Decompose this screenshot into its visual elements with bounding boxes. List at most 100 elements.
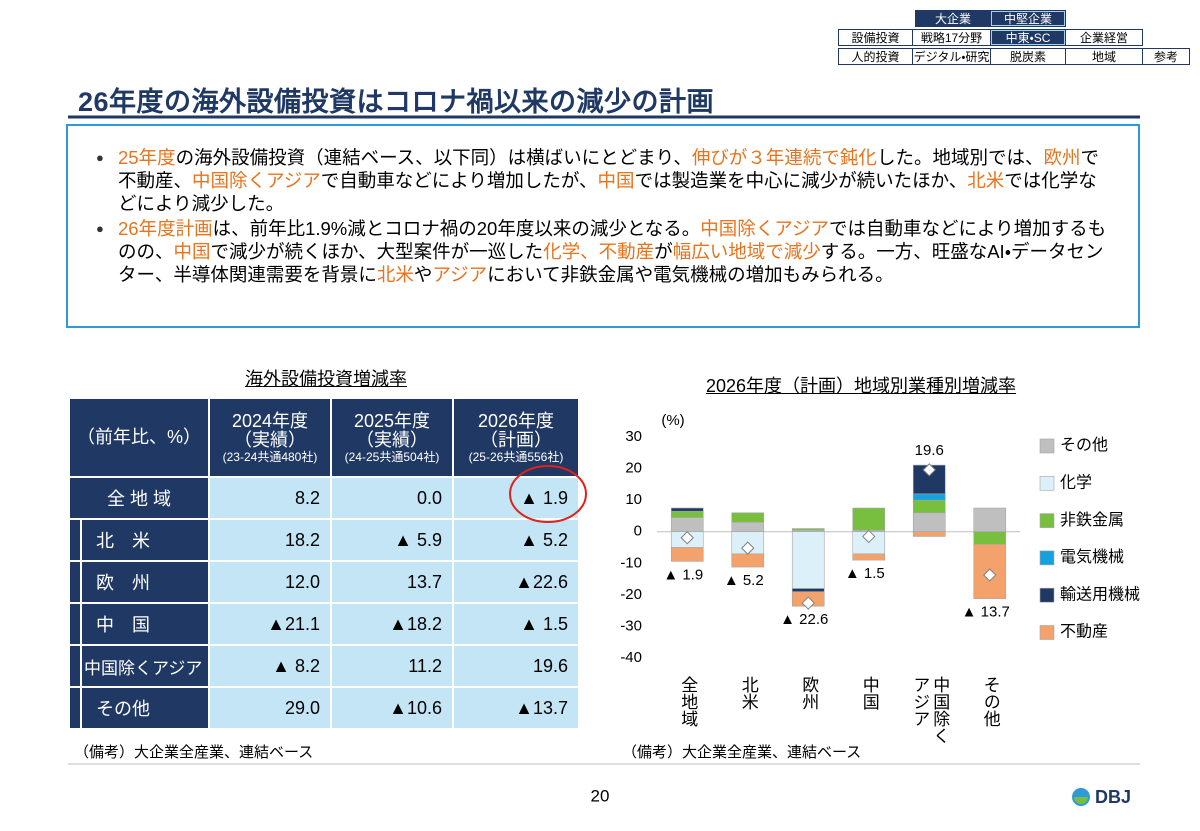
total-label: 19.6 — [915, 442, 944, 459]
table-cell: 12.0 — [208, 560, 332, 604]
bullet-text: 化学、不動産 — [543, 241, 655, 262]
table-cell: 0.0 — [330, 476, 454, 520]
bar-segment — [912, 512, 946, 533]
tab[interactable]: 参考 — [1142, 48, 1190, 65]
table-row: 中 国 ▲21.1 ▲18.2 ▲ 1.5 — [68, 602, 580, 646]
legend-label: 非鉄金属 — [1060, 511, 1124, 529]
table-row: 全 地 域 8.2 0.0 ▲ 1.9 — [68, 476, 580, 520]
logo: DBJ — [1095, 787, 1131, 807]
legend-label: 電気機械 — [1060, 548, 1124, 566]
bar-segment — [670, 507, 704, 512]
bullet-text: した。地域別では、 — [876, 147, 1044, 168]
column-note: (23-24共通480社) — [222, 449, 318, 464]
logo-mark — [1074, 797, 1088, 804]
bullet-text: や — [413, 264, 433, 285]
bullet-text: で不動産、 — [118, 147, 1099, 191]
x-tick-label: その他 — [980, 676, 1000, 727]
column-year: 2025年度 — [353, 410, 431, 431]
bullet-text: 北米 — [376, 264, 414, 285]
bullet-text: 中国除くアジア — [700, 218, 830, 239]
header-row: （前年比、%） 2024年度 （実績） (23-24共通480社) 2025年度 （実績）… — [68, 397, 580, 478]
table-cell: ▲ 8.2 — [208, 644, 332, 688]
bullet-text: 25年度 — [118, 147, 176, 168]
table-cell: 19.6 — [452, 644, 580, 688]
tab[interactable]: 企業経営 — [1065, 29, 1143, 46]
bullet-text: アジア — [432, 264, 488, 285]
bullet: 26年度計画は、前年比1.9%減とコロナ禍の20年度以来の減少となる。中国除くア… — [96, 217, 1108, 286]
column-kind: （計画） — [480, 429, 552, 450]
table-title: 海外設備投資増減率 — [245, 369, 407, 389]
bar-segment — [670, 547, 704, 562]
slide-title: 26年度の海外設備投資はコロナ禍以来の減少の計画 — [78, 87, 715, 117]
bar-segment — [731, 521, 765, 533]
tab[interactable]: 中堅企業 — [990, 10, 1066, 27]
bar-segment — [912, 531, 946, 537]
row-label: 欧 州 — [68, 560, 210, 604]
tab[interactable]: 地域 — [1065, 48, 1143, 65]
bullet-text: では自動車などにより増加するものの、 — [118, 218, 1107, 262]
column-note: (25-26共通556社) — [468, 449, 564, 464]
total-marker — [862, 529, 876, 544]
table-cell: ▲ 5.9 — [330, 518, 454, 562]
bullet-text: 26年度計画 — [118, 218, 213, 239]
row-label: 北 米 — [68, 518, 210, 562]
summary-box: 25年度の海外設備投資（連結ベース、以下同）は横ばいにとどまり、伸びが３年連続で… — [66, 124, 1140, 328]
total-marker — [983, 568, 997, 582]
y-tick-label: -10 — [620, 554, 642, 571]
table-row: 中国除くアジア ▲ 8.2 11.2 19.6 — [68, 644, 580, 688]
tab[interactable]: 戦略17分野 — [912, 29, 991, 46]
tab[interactable]: 中東・SC — [990, 29, 1066, 46]
y-tick-label: 0 — [634, 523, 642, 540]
table-cell: ▲ 5.2 — [452, 518, 580, 562]
bullet-text: 北米 — [967, 170, 1005, 191]
y-tick-label: 10 — [625, 491, 642, 508]
bar-segment — [852, 507, 886, 531]
legend-label: 輸送用機械 — [1060, 585, 1140, 603]
bullet-text: 中国除くアジア — [192, 170, 321, 191]
table-cell: 8.2 — [208, 476, 332, 520]
table-cell: ▲18.2 — [330, 602, 454, 646]
bar-segment — [912, 493, 946, 501]
data-table: （前年比、%） 2024年度 （実績） (23-24共通480社) 2025年度 （実績）… — [68, 397, 580, 730]
bar-segment — [973, 531, 1007, 545]
tab[interactable]: 設備投資 — [838, 29, 913, 46]
table-row: 欧 州 12.0 13.7 ▲22.6 — [68, 560, 580, 604]
bar-segment — [791, 528, 825, 531]
bullet-text: は、前年比1.9%減とコロナ禍の20年度以来の減少となる。 — [212, 218, 701, 239]
annotation-circle — [509, 465, 587, 523]
total-label: ▲ 1.5 — [845, 565, 885, 582]
tab[interactable]: 脱炭素 — [990, 48, 1066, 65]
table-row: その他 29.0 ▲10.6 ▲13.7 — [68, 686, 580, 730]
legend-label: 化学 — [1060, 474, 1092, 492]
chart-note: （備考）大企業全産業、連結ベース — [622, 744, 862, 761]
column-kind: （実績） — [356, 429, 428, 450]
legend-label: 不動産 — [1060, 623, 1108, 641]
total-marker — [680, 531, 694, 545]
total-label: ▲ 1.9 — [663, 566, 703, 583]
legend-swatch — [1039, 625, 1055, 640]
total-label: ▲ 5.2 — [724, 572, 764, 589]
tab[interactable]: 大企業 — [915, 10, 991, 27]
bullet-text: において非鉄金属や電気機械の増加もみられる。 — [487, 264, 894, 285]
bar-segment — [670, 510, 704, 518]
y-tick-label: -20 — [620, 586, 642, 603]
column-note: (24-25共通504社) — [344, 449, 440, 464]
chart-title: 2026年度（計画）地域別業種別増減率 — [706, 376, 1017, 396]
row-label: 中国除くアジア — [68, 644, 210, 688]
x-tick-label: 中国除くアジア — [910, 676, 950, 744]
table-note: （備考）大企業全産業、連結ベース — [74, 744, 314, 761]
column-header: 2026年度 （計画） (25-26共通556社) — [452, 397, 580, 478]
table-cell: ▲10.6 — [330, 686, 454, 730]
row-label: 中 国 — [68, 602, 210, 646]
table-cell: ▲22.6 — [452, 560, 580, 604]
bullet: 25年度の海外設備投資（連結ベース、以下同）は横ばいにとどまり、伸びが３年連続で… — [96, 146, 1108, 215]
column-year: 2026年度 — [477, 410, 555, 431]
tab[interactable]: デジタル・研究 — [912, 48, 991, 65]
bullet-text: 欧州 — [1043, 147, 1081, 168]
bullet-text: 中国 — [597, 170, 635, 191]
total-marker — [801, 596, 815, 610]
bar-segment — [731, 512, 765, 523]
x-tick-label: 北米 — [738, 676, 758, 710]
